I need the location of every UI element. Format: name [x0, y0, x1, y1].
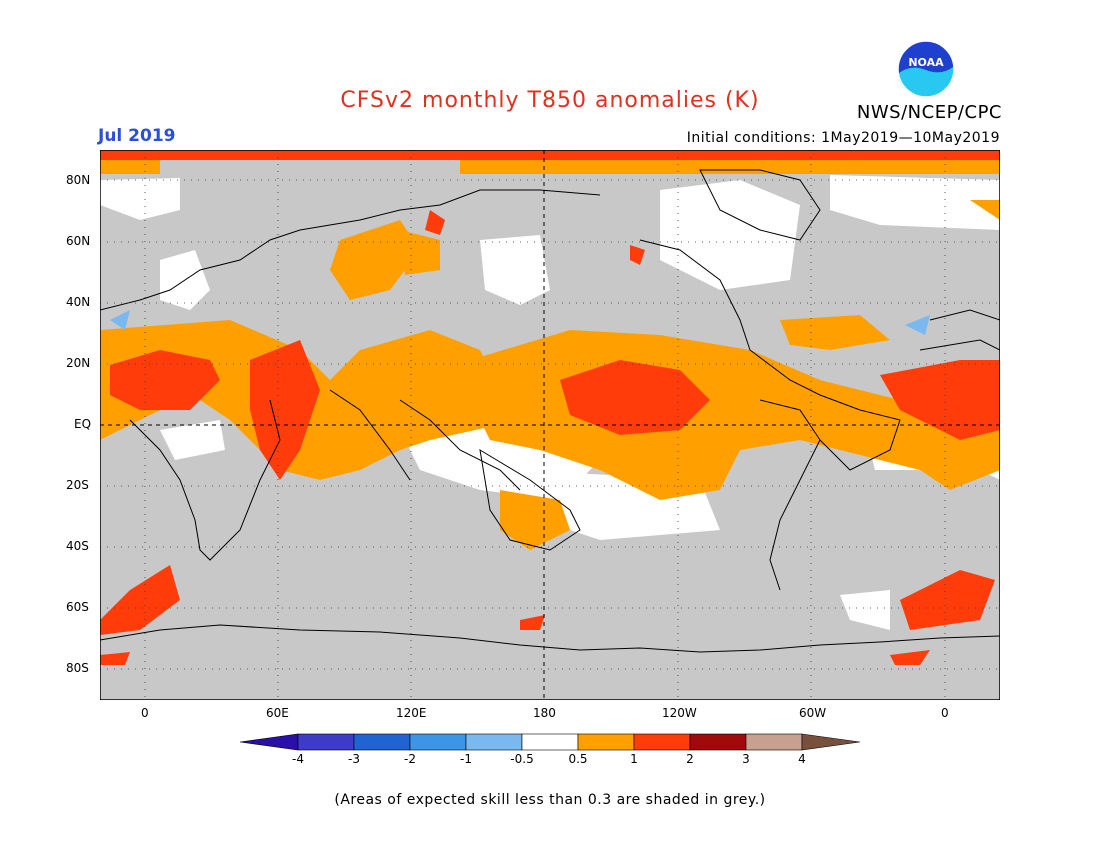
lat-label: EQ — [74, 417, 92, 431]
colorbar-label: -0.5 — [510, 752, 534, 766]
lat-label: 60N — [66, 234, 91, 248]
anomaly-map — [100, 150, 1000, 700]
lat-label: 20S — [66, 478, 89, 492]
colorbar-label: -1 — [460, 752, 472, 766]
colorbar-high-arrow — [801, 733, 860, 751]
agency-label: NWS/NCEP/CPC — [856, 102, 1002, 123]
colorbar-label: 1 — [630, 752, 638, 766]
lat-label: 80N — [66, 173, 91, 187]
chart-title: CFSv2 monthly T850 anomalies (K) — [340, 88, 760, 113]
lon-label: 120W — [662, 706, 697, 720]
moderate-positive-anomaly-areas — [100, 210, 1000, 665]
lat-label: 40S — [66, 539, 89, 553]
colorbar-low-arrow — [240, 733, 299, 751]
colorbar-box — [465, 733, 523, 751]
colorbar — [240, 733, 860, 751]
initial-conditions: Initial conditions: 1May2019—10May2019 — [686, 130, 1000, 146]
lat-label: 80S — [66, 661, 89, 675]
colorbar-label: -3 — [348, 752, 360, 766]
colorbar-box — [297, 733, 355, 751]
noaa-logo-text: NOAA — [908, 56, 944, 69]
arctic-anomaly-strip — [100, 150, 1000, 160]
colorbar-box — [577, 733, 635, 751]
lon-label: 120E — [396, 706, 427, 720]
equator-and-dateline — [100, 150, 1000, 700]
colorbar-box — [409, 733, 467, 751]
colorbar-label: -2 — [404, 752, 416, 766]
colorbar-label: 3 — [742, 752, 750, 766]
colorbar-label: -4 — [292, 752, 304, 766]
colorbar-box — [521, 733, 579, 751]
lat-label: 60S — [66, 600, 89, 614]
gridlines — [100, 150, 1000, 700]
lon-label: 0 — [141, 706, 149, 720]
colorbar-label: 2 — [686, 752, 694, 766]
colorbar-label: 4 — [798, 752, 806, 766]
forecast-month: Jul 2019 — [98, 126, 176, 146]
colorbar-label: 0.5 — [568, 752, 588, 766]
colorbar-box — [353, 733, 411, 751]
lat-label: 40N — [66, 295, 91, 309]
footnote: (Areas of expected skill less than 0.3 a… — [334, 792, 766, 808]
lat-label: 20N — [66, 356, 91, 370]
lon-label: 0 — [941, 706, 949, 720]
lon-label: 60W — [799, 706, 827, 720]
colorbar-box — [633, 733, 691, 751]
noaa-logo: NOAA — [897, 40, 955, 98]
lon-label: 60E — [266, 706, 289, 720]
lon-label: 180 — [533, 706, 556, 720]
colorbar-box — [745, 733, 803, 751]
colorbar-box — [689, 733, 747, 751]
weak-negative-anomaly-areas — [110, 310, 930, 335]
coastlines — [100, 169, 1000, 653]
